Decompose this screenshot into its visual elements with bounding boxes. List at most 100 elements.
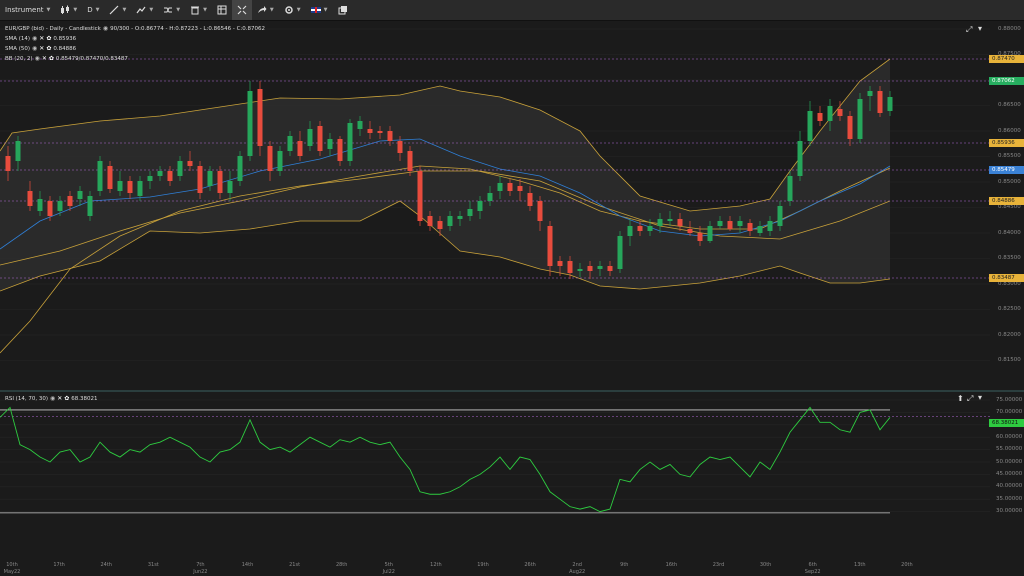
candle-body: [507, 183, 513, 191]
gear-icon[interactable]: ✿: [46, 35, 52, 42]
delete-drawings-button[interactable]: ▼: [185, 0, 212, 20]
rsi-tick-label: 50.00000: [996, 458, 1023, 465]
sma14-line: [0, 138, 891, 250]
time-month-label: Sep22: [804, 569, 821, 575]
chevron-down-icon: ▼: [73, 7, 78, 13]
candle-body: [597, 266, 603, 269]
time-tick-label: 13th: [854, 562, 866, 568]
candle-body: [227, 181, 233, 193]
move-up-icon[interactable]: ⬆: [957, 394, 964, 403]
expand-pane-icon[interactable]: ⤢: [966, 25, 973, 34]
rsi-pane[interactable]: RSI (14, 70, 30) ◉ ✕ ✿ 68.38021 ⬆ ⤢ ▾ 75…: [0, 392, 1024, 561]
gear-icon[interactable]: ✿: [46, 45, 52, 52]
language-button[interactable]: ▼: [306, 0, 333, 20]
time-axis[interactable]: 10th May22 17th 24th 31st 7th Jun22 14th 21st 28t…: [0, 561, 1024, 576]
rsi-value-label: 68.38021: [989, 419, 1024, 427]
eye-icon[interactable]: ◉: [34, 55, 40, 62]
price-chart-canvas[interactable]: [0, 21, 1024, 390]
candle-body: [487, 193, 493, 201]
time-tick-label: 24th: [100, 562, 112, 568]
candle-body: [647, 226, 653, 231]
chevron-down-icon: ▼: [95, 7, 100, 13]
time-tick-label: 12th: [430, 562, 442, 568]
price-tick-label: 0.84500: [998, 204, 1021, 210]
gear-icon[interactable]: ✿: [48, 55, 54, 62]
candle-body: [127, 181, 133, 193]
gear-icon[interactable]: ✿: [64, 395, 70, 402]
candle-body: [397, 141, 403, 153]
uk-flag-icon: [310, 7, 321, 13]
price-tick-label: 0.81500: [998, 357, 1021, 363]
popout-button[interactable]: [333, 0, 353, 20]
price-tick-label: 0.85500: [998, 153, 1021, 159]
time-tick-label: 28th: [335, 562, 348, 568]
time-tick-label: 30th: [759, 562, 772, 568]
time-tick-label: 9th: [620, 562, 629, 568]
candle-body: [107, 166, 113, 189]
dropdown-arrow-icon[interactable]: ▾: [978, 393, 983, 402]
price-tick-label: 0.87500: [998, 51, 1021, 57]
dropdown-arrow-icon[interactable]: ▾: [978, 24, 983, 33]
sma14-price-label: 0.85936: [989, 139, 1024, 147]
eye-icon[interactable]: ◉: [32, 35, 38, 42]
candle-body: [697, 233, 703, 241]
chevron-down-icon: ▼: [149, 7, 154, 13]
time-tick-label: 6th: [808, 562, 817, 568]
eye-icon[interactable]: ◉: [32, 45, 38, 52]
time-month-label: Jun22: [193, 569, 208, 575]
legend-ohlc: 90/300 - O:0.86774 - H:0.87223 - L:0.865…: [110, 26, 266, 32]
draw-line-button[interactable]: ▼: [104, 0, 131, 20]
time-tick-label: 20th: [901, 562, 913, 568]
candlestick-icon: [61, 5, 70, 14]
price-tick-label: 0.83500: [998, 255, 1021, 261]
layout-icon: [217, 5, 227, 15]
instrument-dropdown[interactable]: Instrument ▼: [0, 0, 55, 20]
candle-body: [87, 196, 93, 216]
studies-button[interactable]: ▼: [131, 0, 158, 20]
candle-body: [477, 201, 483, 211]
bb-middle-line: [0, 165, 891, 266]
time-month-label: May22: [3, 569, 21, 575]
expand-pane-icon[interactable]: ⤢: [967, 394, 974, 403]
chevron-down-icon: ▼: [269, 7, 274, 13]
price-tick-label: 0.82000: [998, 331, 1021, 338]
candle-body: [437, 221, 443, 229]
crosshair-button[interactable]: [231, 0, 252, 20]
price-chart-pane[interactable]: EUR/GBP (bid) - Daily - Candlestick ◉ 90…: [0, 21, 1024, 390]
sma50-price-label: 0.84886: [989, 197, 1024, 205]
bb-upper-line: [0, 58, 891, 212]
candle-body: [837, 109, 843, 116]
time-tick-label: 5th: [384, 562, 393, 568]
time-tick-label: 14th: [241, 562, 254, 568]
candle-body: [57, 201, 63, 211]
legend-instrument: EUR/GBP (bid) - Daily - Candlestick: [5, 26, 101, 32]
close-icon[interactable]: ✕: [41, 55, 47, 62]
close-icon[interactable]: ✕: [39, 35, 45, 42]
share-button[interactable]: ▼: [252, 0, 279, 20]
eye-icon[interactable]: ◉: [49, 395, 56, 402]
candle-body: [387, 131, 393, 141]
rsi-chart-canvas[interactable]: [0, 392, 1024, 561]
close-icon[interactable]: ✕: [57, 395, 63, 402]
candle-body: [167, 171, 173, 181]
eye-icon[interactable]: ◉: [102, 25, 109, 32]
candle-body: [607, 266, 613, 271]
settings-button[interactable]: ▼: [279, 0, 306, 20]
layout-button[interactable]: [212, 0, 232, 20]
pane-divider[interactable]: [0, 390, 1024, 392]
candle-body: [117, 181, 123, 191]
candle-body: [827, 106, 833, 121]
candle-body: [427, 216, 433, 226]
candle-body: [447, 216, 453, 226]
close-icon[interactable]: ✕: [39, 45, 45, 52]
candle-body: [47, 201, 53, 216]
chart-type-button[interactable]: ▼: [55, 0, 82, 20]
compare-button[interactable]: ▼: [158, 0, 185, 20]
price-tick-label: 0.86000: [998, 127, 1021, 134]
timeframe-dropdown[interactable]: D ▼: [82, 0, 104, 20]
rsi-legend-value: 68.38021: [71, 396, 98, 402]
bb-mid-price-label: 0.85479: [989, 166, 1024, 174]
candle-body: [417, 171, 423, 221]
legend-sma14-label: SMA (14): [5, 36, 31, 42]
rsi-tick-label: 55.00000: [996, 446, 1023, 453]
